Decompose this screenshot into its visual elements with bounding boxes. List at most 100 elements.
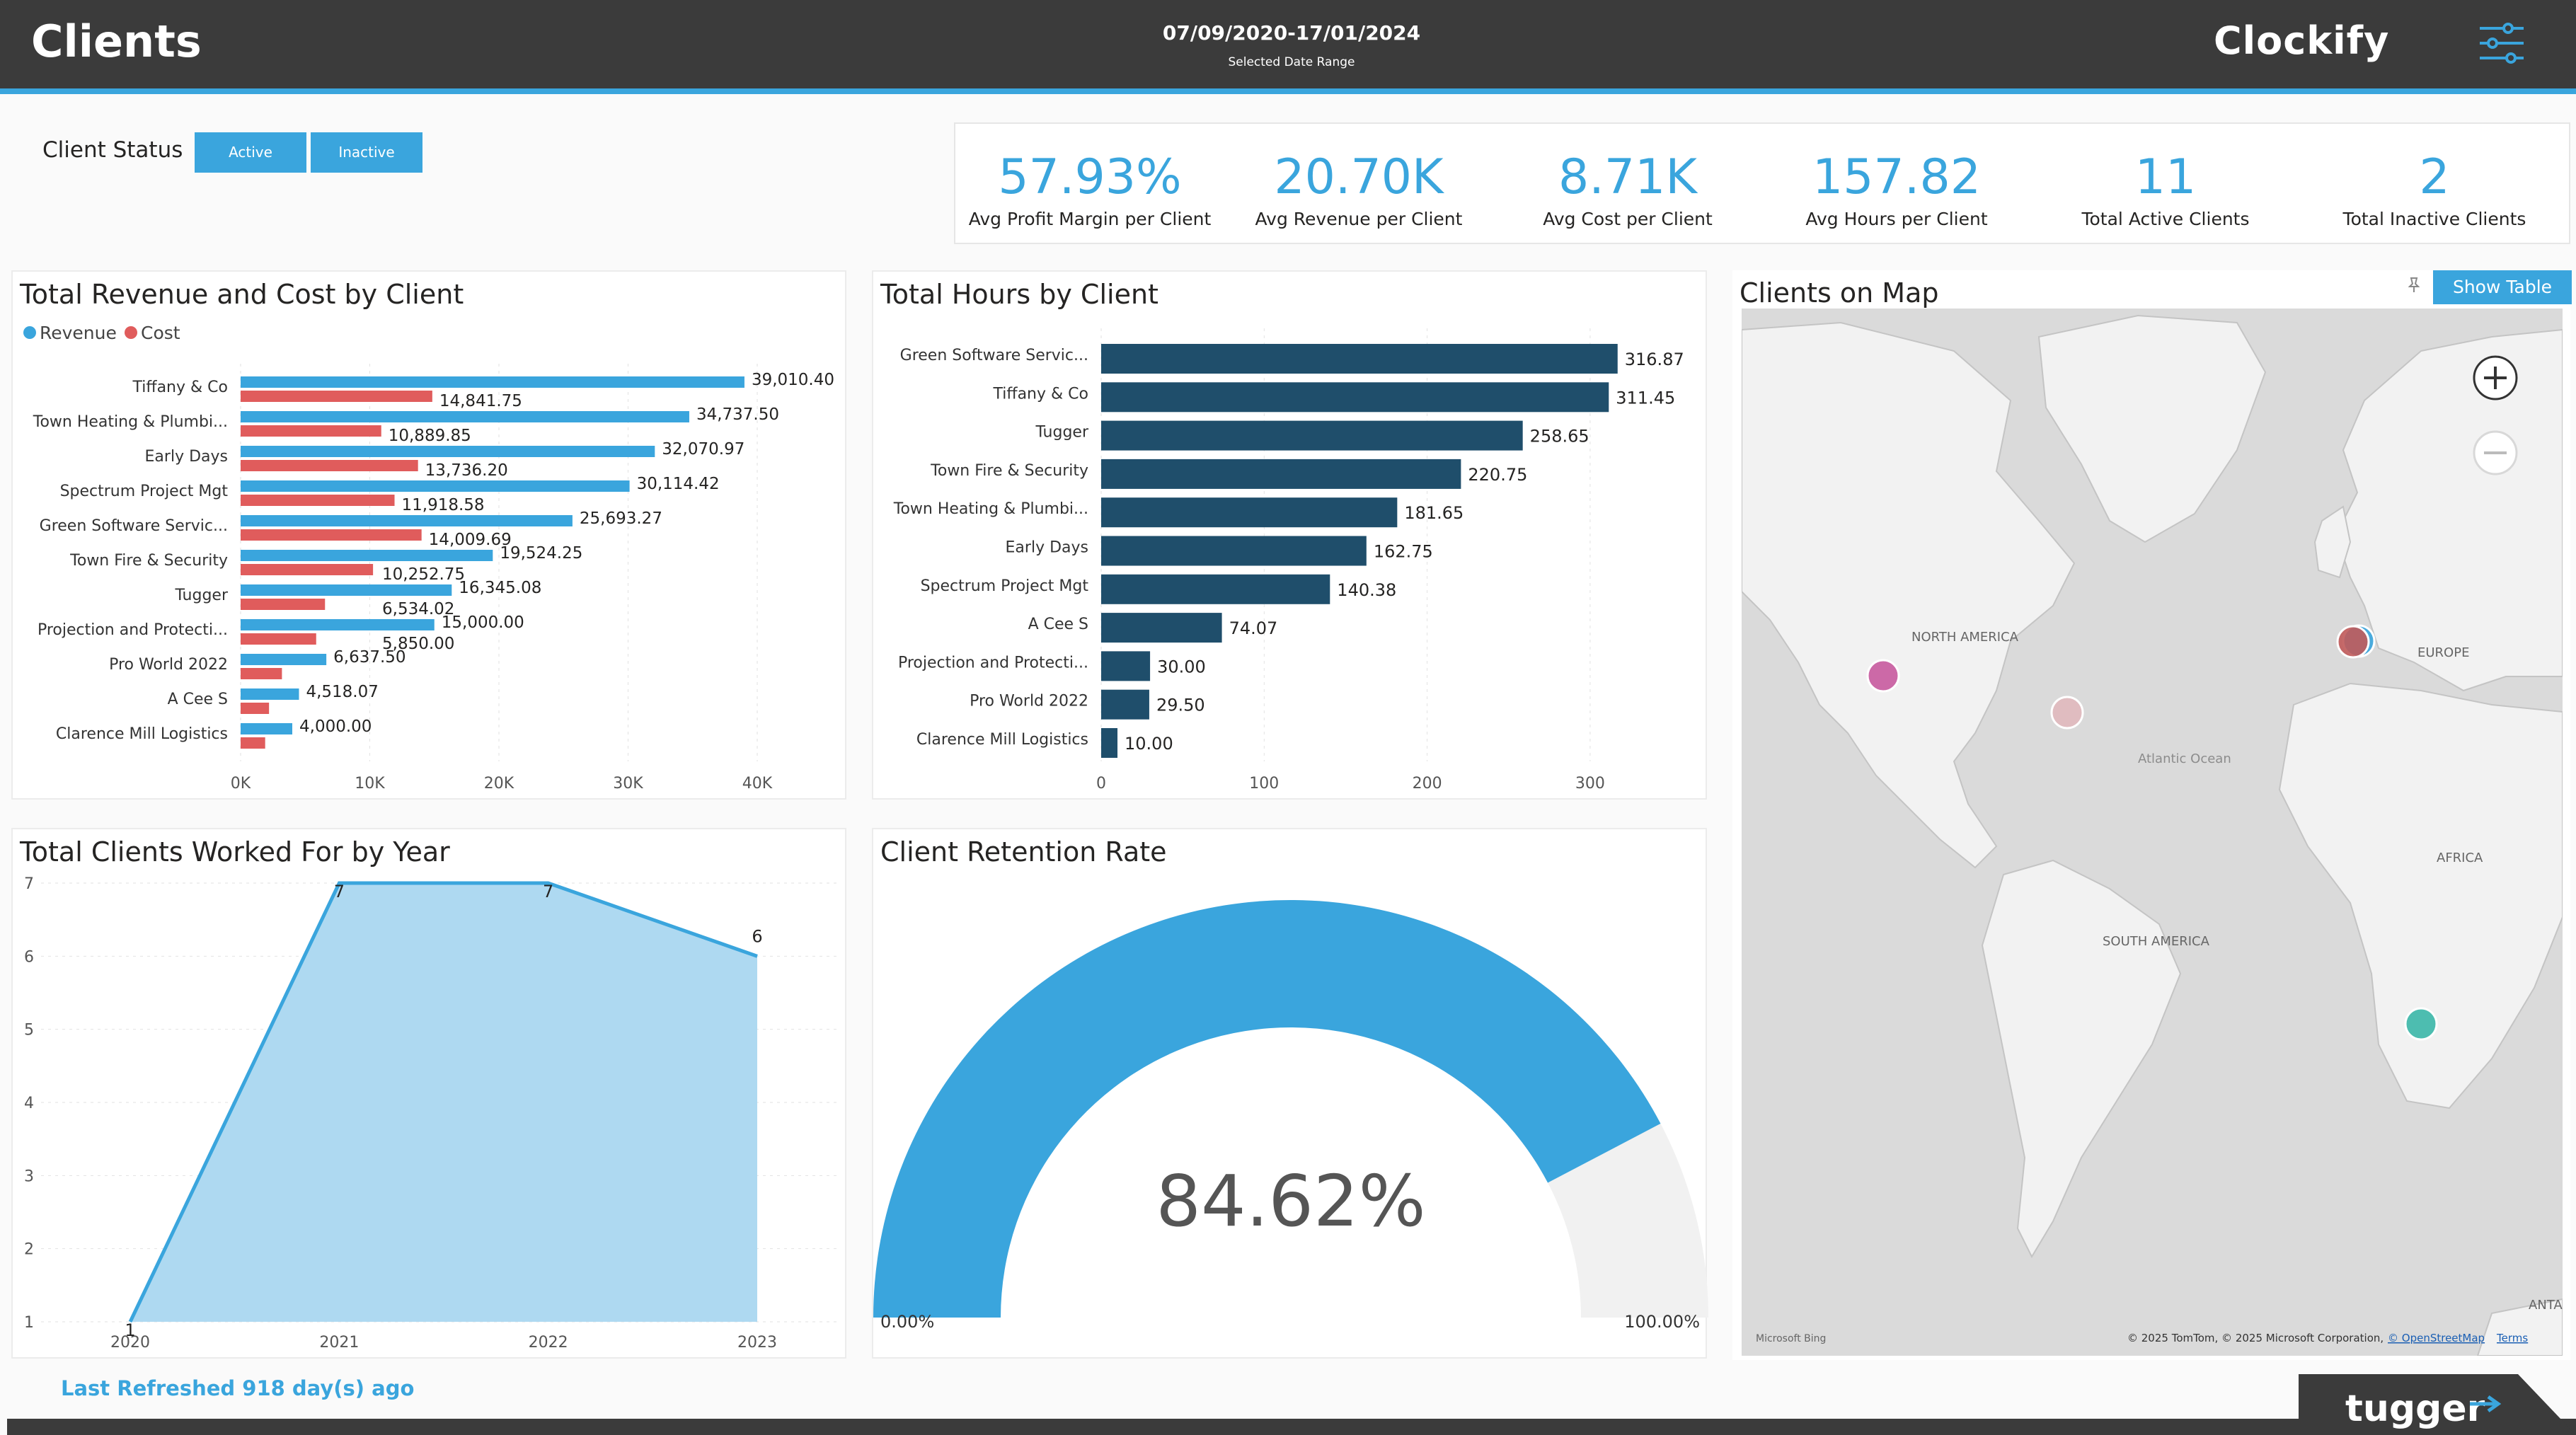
hours-bar[interactable] <box>1101 574 1330 604</box>
revenue-bar[interactable] <box>241 376 744 388</box>
revenue-bar[interactable] <box>241 550 493 561</box>
map-label-atlantic: Atlantic Ocean <box>2138 751 2231 766</box>
cost-bar[interactable] <box>241 460 418 471</box>
hours-bar[interactable] <box>1101 728 1118 758</box>
hours-bar[interactable] <box>1101 420 1523 451</box>
hours-bar[interactable] <box>1101 459 1461 489</box>
hours-bar[interactable] <box>1101 382 1609 413</box>
map-marker[interactable] <box>2404 1007 2438 1041</box>
chart-title: Client Retention Rate <box>880 836 1167 868</box>
show-table-button[interactable]: Show Table <box>2433 270 2572 304</box>
category-label: Town Heating & Plumbi... <box>893 500 1088 518</box>
gauge-value-arc[interactable] <box>873 899 1661 1318</box>
category-label: Green Software Servic... <box>900 347 1088 364</box>
map-title: Clients on Map <box>1740 277 1939 309</box>
revenue-bar[interactable] <box>241 411 689 422</box>
area-line[interactable] <box>128 881 758 1323</box>
status-inactive-button[interactable]: Inactive <box>311 132 422 173</box>
hours-chart-panel[interactable]: Total Hours by Client 0 100 200 300 Green So… <box>872 270 1707 800</box>
kpi-label: Avg Revenue per Client <box>1255 209 1463 229</box>
cost-bar[interactable] <box>241 529 422 541</box>
category-label: Clarence Mill Logistics <box>916 731 1088 749</box>
revenue-bar[interactable] <box>241 619 435 630</box>
y-tick-label: 4 <box>24 1095 34 1112</box>
cost-bar[interactable] <box>241 737 265 749</box>
x-tick-label: 30K <box>613 775 643 793</box>
revenue-bar[interactable] <box>241 446 655 457</box>
cost-bar[interactable] <box>241 633 316 645</box>
pin-icon[interactable] <box>2405 276 2423 294</box>
terms-link[interactable]: Terms <box>2496 1332 2528 1344</box>
hours-bar[interactable] <box>1101 497 1398 528</box>
cost-bar[interactable] <box>241 564 374 575</box>
landmass-antarctica <box>2476 1298 2563 1356</box>
category-label: Tugger <box>174 587 229 604</box>
cost-bar[interactable] <box>241 425 381 437</box>
category-label: Tiffany & Co <box>993 385 1088 403</box>
cost-bar[interactable] <box>241 495 395 506</box>
date-range-value[interactable]: 07/09/2020-17/01/2024 <box>1162 21 1421 45</box>
revenue-cost-chart[interactable]: Revenue Cost 0K 10K 20K 30K 40K Tiffany & Co 39,… <box>13 272 848 801</box>
map-label-south-america: SOUTH AMERICA <box>2103 934 2210 949</box>
revenue-bar[interactable] <box>241 654 327 665</box>
filter-button[interactable] <box>2477 20 2526 67</box>
hours-bar[interactable] <box>1101 651 1151 681</box>
revenue-cost-chart-panel[interactable]: Total Revenue and Cost by Client Revenue… <box>11 270 846 800</box>
y-tick-label: 5 <box>24 1022 34 1039</box>
hours-bar[interactable] <box>1101 536 1367 566</box>
page-title: Clients <box>31 16 202 67</box>
hours-bar[interactable] <box>1101 689 1149 720</box>
hours-bar[interactable] <box>1101 344 1618 374</box>
clients-by-year-panel[interactable]: Total Clients Worked For by Year 1 2 3 4 5 6 7… <box>11 828 846 1359</box>
map-marker[interactable] <box>2336 625 2370 659</box>
hours-bar[interactable] <box>1101 613 1222 643</box>
x-tick-label: 100 <box>1249 775 1279 793</box>
openstreetmap-link[interactable]: © OpenStreetMap <box>2388 1332 2485 1344</box>
kpi-inactive-clients: 2 Total Inactive Clients <box>2300 124 2569 246</box>
revenue-data-label: 32,070.97 <box>662 440 744 459</box>
x-tick-label: 0K <box>231 775 251 793</box>
kpi-label: Avg Hours per Client <box>1805 209 1988 229</box>
header-bar <box>0 0 2576 88</box>
world-map[interactable]: NORTH AMERICA EUROPE Atlantic Ocean AFRI… <box>1742 309 2563 1356</box>
chart-title: Total Hours by Client <box>880 279 1158 310</box>
revenue-data-label: 19,524.25 <box>500 544 582 563</box>
hours-data-label: 10.00 <box>1125 734 1173 754</box>
legend-dot-cost <box>125 326 137 339</box>
revenue-data-label: 4,518.07 <box>306 683 378 701</box>
zoom-out-icon[interactable] <box>2473 430 2518 476</box>
map-marker[interactable] <box>2050 696 2084 730</box>
cost-bar[interactable] <box>241 599 326 610</box>
chart-title: Total Revenue and Cost by Client <box>20 279 464 310</box>
revenue-bar[interactable] <box>241 723 292 734</box>
tugger-brand-text: tugger <box>2345 1388 2485 1430</box>
hours-data-label: 29.50 <box>1156 696 1205 715</box>
revenue-bar[interactable] <box>241 688 299 700</box>
hours-chart[interactable]: 0 100 200 300 Green Software Servic... 316.87… <box>873 272 1708 801</box>
revenue-data-label: 6,637.50 <box>333 648 406 667</box>
kpi-avg-cost: 8.71K Avg Cost per Client <box>1493 124 1762 246</box>
cost-bar[interactable] <box>241 703 270 714</box>
cost-data-label: 5,850.00 <box>382 635 454 653</box>
kpi-avg-hours: 157.82 Avg Hours per Client <box>1762 124 2031 246</box>
data-label: 7 <box>543 882 553 901</box>
map-marker[interactable] <box>1866 659 1900 693</box>
landmass-north-america <box>1742 321 2076 869</box>
cost-bar[interactable] <box>241 391 432 402</box>
status-active-button[interactable]: Active <box>195 132 306 173</box>
landmass-south-america <box>1981 859 2182 1259</box>
revenue-bar[interactable] <box>241 515 573 526</box>
cost-data-label: 10,889.85 <box>389 427 471 445</box>
cost-bar[interactable] <box>241 668 282 679</box>
revenue-data-label: 34,737.50 <box>696 405 779 424</box>
zoom-in-icon[interactable] <box>2473 355 2518 400</box>
map-panel[interactable]: Clients on Map Show Table NORTH AMERICA … <box>1732 270 2572 1360</box>
retention-rate-panel[interactable]: Client Retention Rate 84.62% 0.00% 100.00% <box>872 828 1708 1360</box>
revenue-bar[interactable] <box>241 480 630 492</box>
retention-gauge[interactable]: 84.62% 0.00% 100.00% <box>873 829 1708 1360</box>
revenue-data-label: 16,345.08 <box>459 579 541 597</box>
kpi-label: Avg Profit Margin per Client <box>968 209 1212 229</box>
sliders-icon <box>2480 23 2524 64</box>
revenue-bar[interactable] <box>241 584 452 596</box>
